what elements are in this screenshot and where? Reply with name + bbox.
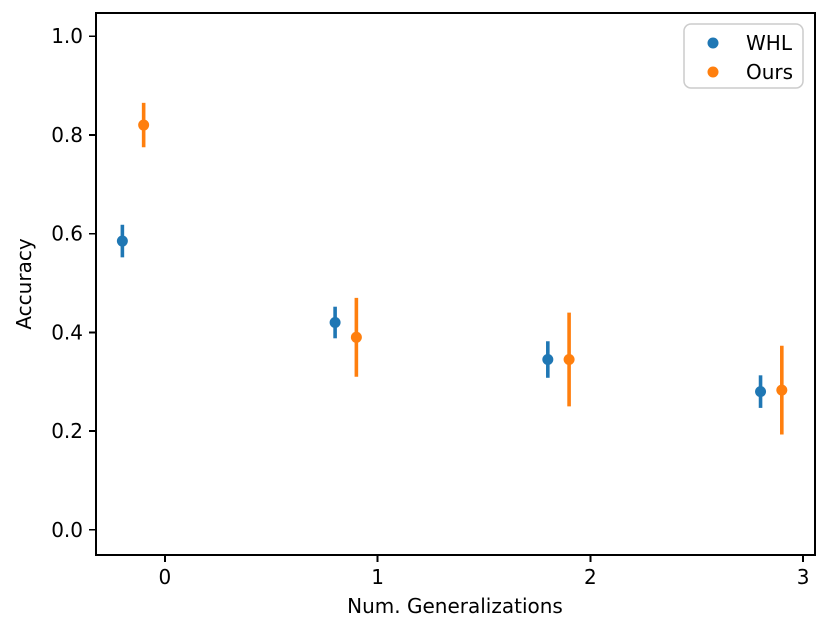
y-tick-label-1.0: 1.0 [51, 24, 83, 48]
data-point-whl-0 [116, 235, 128, 247]
data-point-whl-1 [329, 317, 341, 329]
y-tick-label-0.6: 0.6 [51, 222, 83, 246]
plot-area-spines [95, 12, 816, 556]
x-axis: 0 1 2 3 [159, 555, 810, 589]
legend-marker-whl [707, 37, 719, 49]
data-point-ours-1 [350, 331, 362, 343]
legend: WHL Ours [683, 23, 804, 89]
data-point-whl-2 [542, 354, 554, 366]
x-tick-label-3: 3 [797, 565, 810, 589]
y-tick-label-0.8: 0.8 [51, 123, 83, 147]
series-layer [116, 102, 788, 435]
y-tick-label-0.0: 0.0 [51, 518, 83, 542]
y-tick-label-0.2: 0.2 [51, 419, 83, 443]
x-tick-label-0: 0 [159, 565, 172, 589]
data-point-ours-3 [776, 384, 788, 396]
y-axis: 0.0 0.2 0.4 0.6 0.8 1.0 [51, 24, 96, 542]
y-tick-label-0.4: 0.4 [51, 320, 83, 344]
x-tick-label-2: 2 [584, 565, 597, 589]
series-ours [138, 102, 788, 435]
x-axis-label: Num. Generalizations [347, 594, 563, 618]
series-whl [116, 224, 767, 408]
data-point-whl-3 [755, 386, 767, 398]
data-point-ours-0 [138, 119, 150, 131]
legend-entry-label-ours: Ours [746, 60, 793, 84]
data-point-ours-2 [563, 354, 575, 366]
legend-marker-ours [707, 66, 719, 78]
legend-entry-label-whl: WHL [746, 31, 793, 55]
x-tick-label-1: 1 [371, 565, 384, 589]
y-axis-label: Accuracy [12, 238, 36, 329]
